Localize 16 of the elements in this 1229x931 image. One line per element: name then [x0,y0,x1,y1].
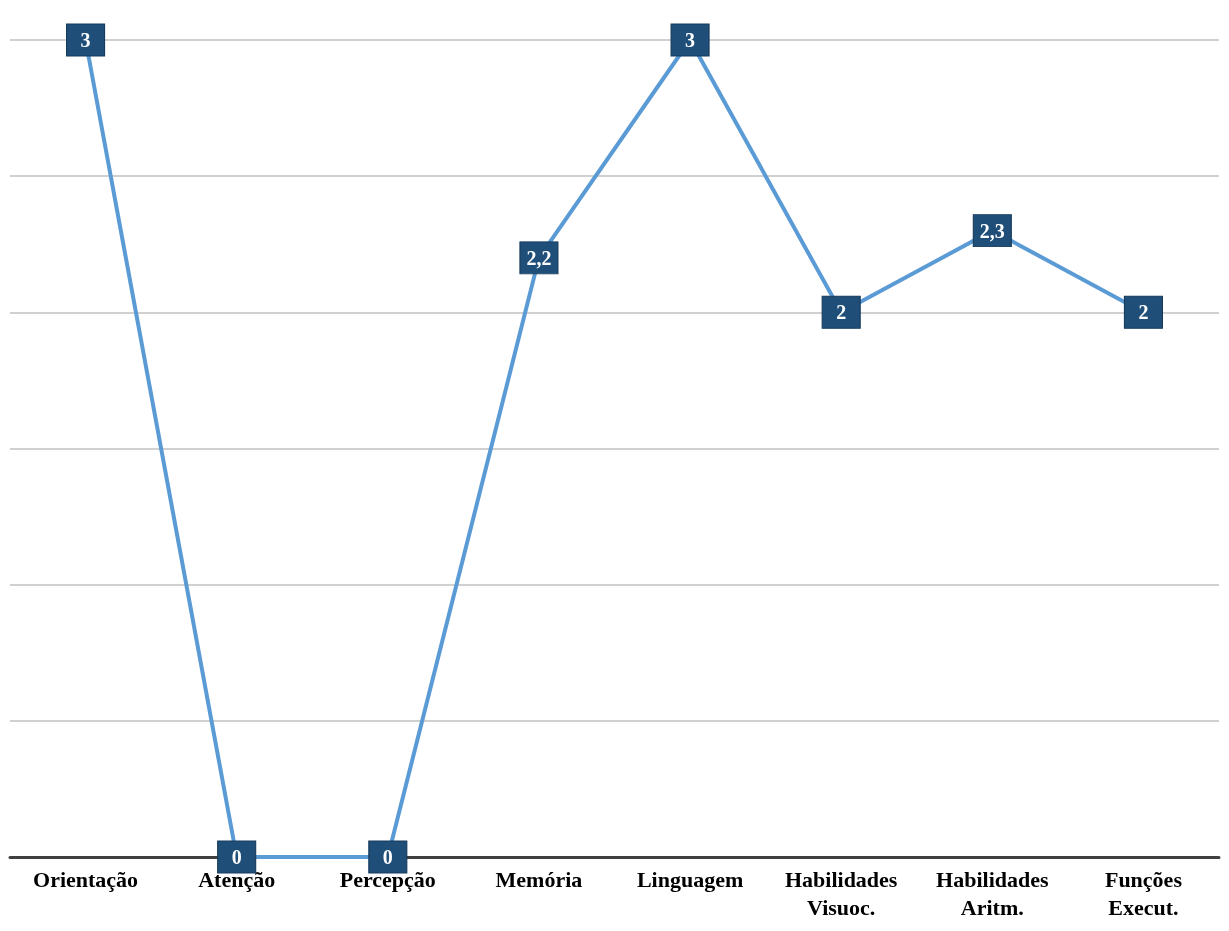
data-label: 2 [836,301,847,324]
x-tick-label: Orientação [33,866,139,892]
data-label: 3 [685,29,696,51]
data-label: 3 [80,29,91,51]
data-label: 2 [1138,301,1149,324]
x-tick-label: Habilidades Aritm. [936,866,1049,920]
x-tick-label: Funções Execut. [1104,866,1183,920]
x-tick-label: Percepção [339,866,436,892]
data-label: 2,3 [979,219,1005,242]
x-tick-label: Memória [495,866,583,892]
data-label: 2,2 [526,246,552,269]
x-tick-label: Habilidades Visuoc. [784,866,898,920]
x-tick-label: Linguagem [636,866,744,892]
data-label: 0 [382,846,393,868]
data-label: 0 [231,846,242,868]
x-tick-label: Atenção [198,866,276,892]
